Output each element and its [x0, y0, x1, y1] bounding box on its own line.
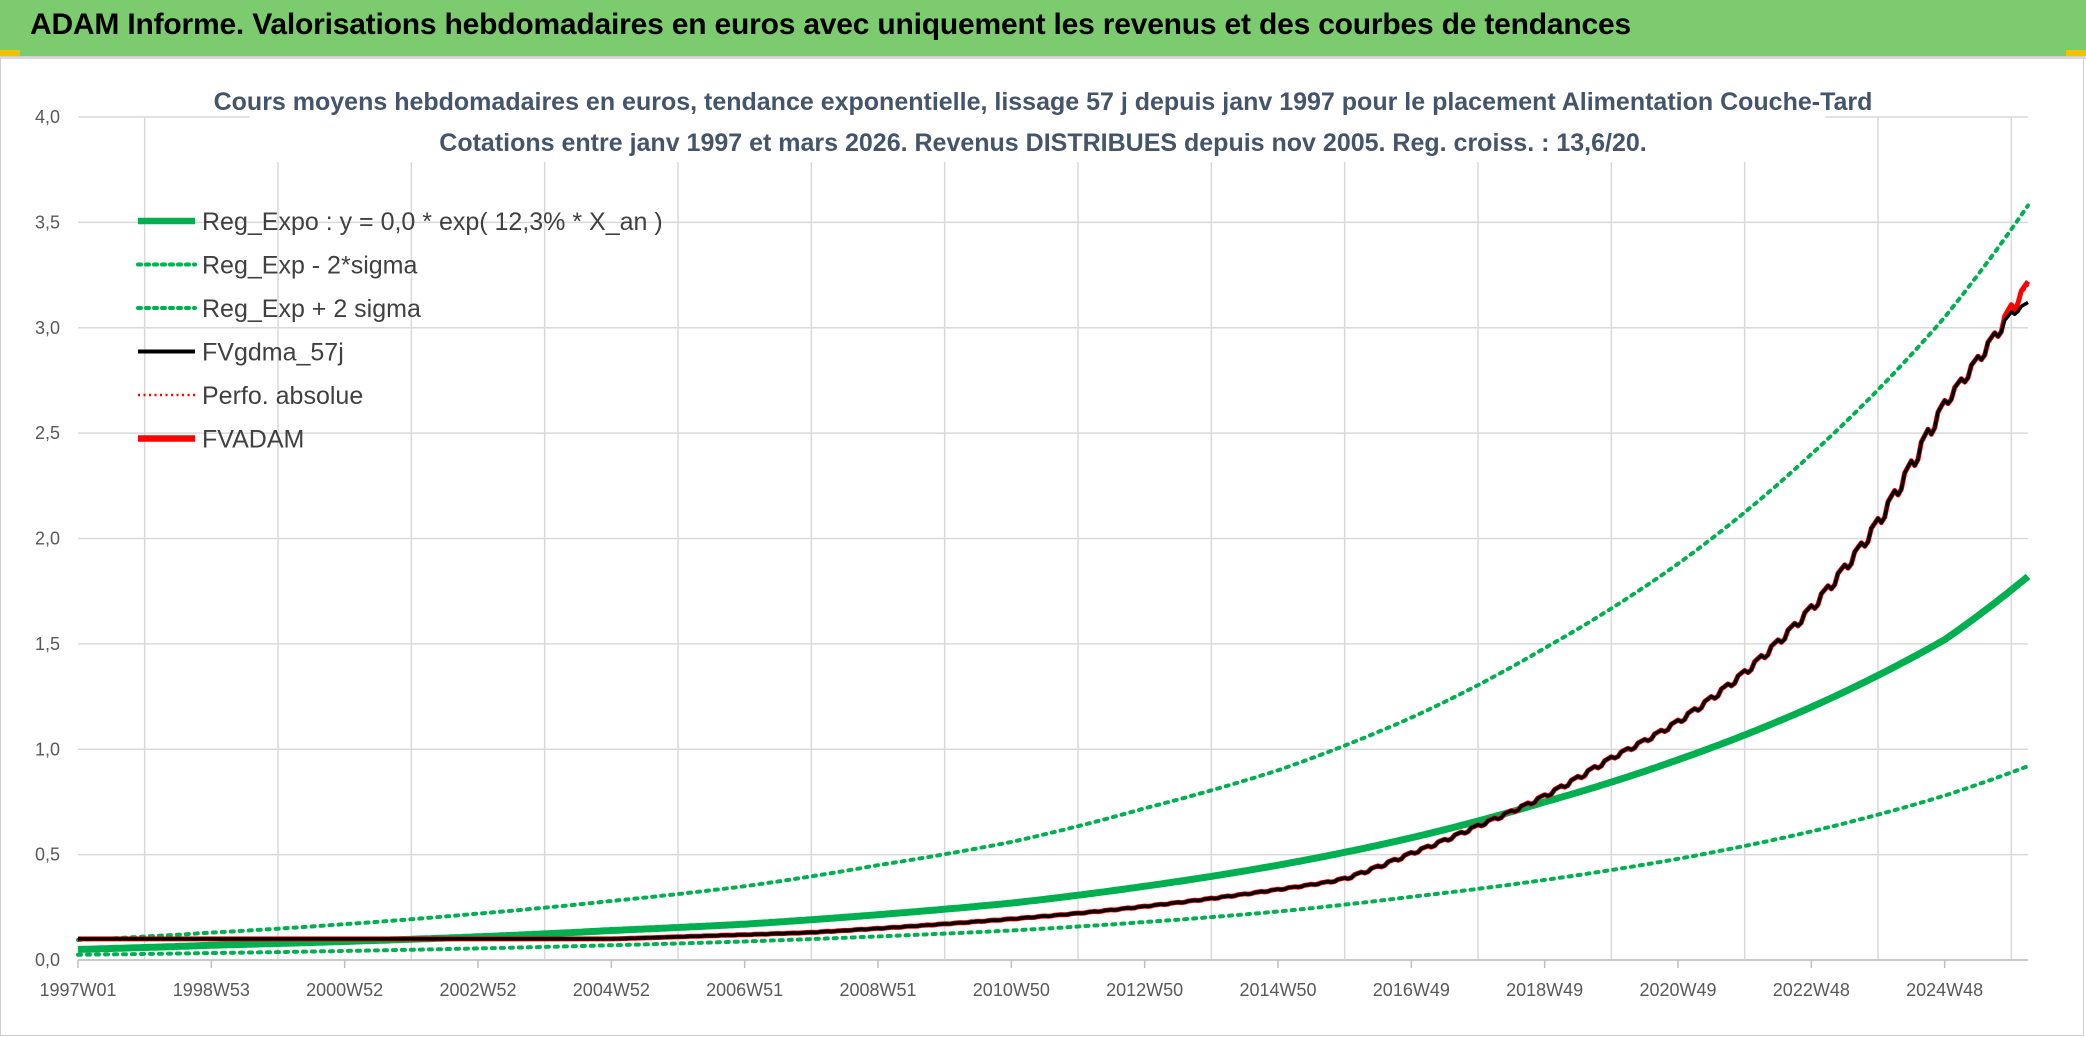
y-tick-label: 1,5 — [35, 634, 60, 654]
y-tick-label: 4,0 — [35, 107, 60, 127]
y-axis-ticks: 0,0 0,5 1,0 1,5 2,0 2,5 3,0 3,5 4,0 — [35, 107, 60, 970]
legend-label: Reg_Expo : y = 0,0 * exp( 12,3% * X_an ) — [202, 208, 663, 236]
x-tick-label: 2012W50 — [1106, 980, 1183, 1000]
corner-mark-right — [2066, 50, 2086, 56]
legend-label: Perfo. absolue — [202, 382, 363, 410]
legend: Reg_Expo : y = 0,0 * exp( 12,3% * X_an )… — [136, 208, 663, 454]
x-tick-label: 1998W53 — [173, 980, 250, 1000]
y-tick-label: 3,0 — [35, 318, 60, 338]
x-tick-label: 2020W49 — [1639, 980, 1716, 1000]
x-tick-label: 2010W50 — [973, 980, 1050, 1000]
x-tick-label: 2014W50 — [1239, 980, 1316, 1000]
legend-label: Reg_Exp + 2 sigma — [202, 295, 421, 323]
x-tick-label: 2018W49 — [1506, 980, 1583, 1000]
y-tick-label: 2,5 — [35, 423, 60, 443]
x-tick-label: 2000W52 — [306, 980, 383, 1000]
series-line-perfo-absolue — [77, 284, 2029, 940]
series-line-reg-expo — [77, 573, 2031, 953]
header-bar: ADAM Informe. Valorisations hebdomadaire… — [0, 0, 2086, 59]
series-group — [76, 203, 2031, 957]
page-title: ADAM Informe. Valorisations hebdomadaire… — [30, 8, 1631, 41]
y-tick-label: 0,5 — [35, 845, 60, 865]
series-line-fvgdma-57j — [78, 300, 2029, 941]
x-tick-label: 2022W48 — [1773, 980, 1850, 1000]
y-tick-label: 3,5 — [35, 212, 60, 232]
x-tick-label: 2004W52 — [573, 980, 650, 1000]
x-tick-label: 2008W51 — [839, 980, 916, 1000]
x-tick-label: 1997W01 — [39, 980, 116, 1000]
series-line-fvadam — [78, 279, 2031, 942]
x-axis-ticks: 1997W01 1998W53 2000W52 2002W52 2004W52 2006W… — [39, 960, 1983, 1000]
y-tick-label: 0,0 — [35, 950, 60, 970]
legend-label: FVgdma_57j — [202, 339, 344, 367]
x-tick-label: 2024W48 — [1906, 980, 1983, 1000]
series-line-reg-exp-2-sigma — [76, 203, 2030, 942]
chart-frame — [0, 56, 2084, 1036]
legend-label: Reg_Exp - 2*sigma — [202, 252, 417, 280]
title-background — [250, 82, 1825, 162]
x-tick-label: 2002W52 — [439, 980, 516, 1000]
x-tick-label: 2016W49 — [1373, 980, 1450, 1000]
corner-mark-left — [0, 50, 20, 56]
chart-title-line2: Cotations entre janv 1997 et mars 2026. … — [439, 129, 1646, 157]
series-line-reg-exp-2-sigma — [76, 764, 2030, 957]
y-tick-label: 2,0 — [35, 529, 60, 549]
legend-label: FVADAM — [202, 426, 304, 454]
x-tick-label: 2006W51 — [706, 980, 783, 1000]
chart-title-line1: Cours moyens hebdomadaires en euros, ten… — [214, 88, 1873, 116]
y-tick-label: 1,0 — [35, 739, 60, 759]
